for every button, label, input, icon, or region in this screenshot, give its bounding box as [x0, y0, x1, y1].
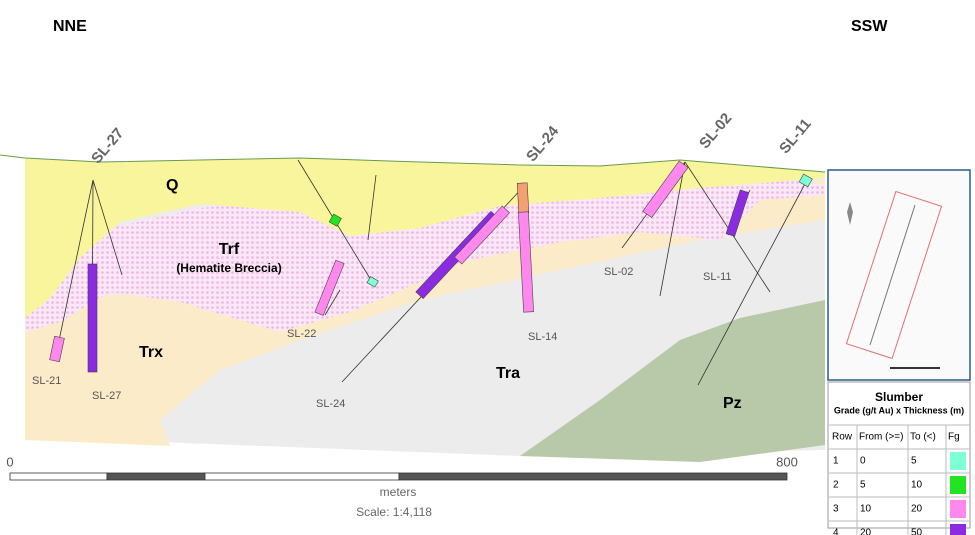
intercept	[49, 335, 65, 363]
scale-segment	[106, 472, 206, 481]
intercept	[314, 259, 345, 316]
table-cell: 4	[833, 528, 839, 535]
drill-trace	[367, 174, 377, 241]
unit-label: Tra	[496, 365, 520, 382]
color-swatch	[950, 524, 966, 535]
hole-label: SL-21	[32, 375, 61, 387]
scale-ratio: Scale: 1:4,118	[356, 505, 432, 519]
intercept	[516, 182, 530, 214]
table-cell: 50	[911, 528, 923, 535]
scale-segment	[204, 472, 400, 481]
collar-label: SL-02	[696, 110, 735, 152]
scale-label: 800	[776, 454, 798, 469]
drill-trace	[92, 179, 123, 276]
unit-label: Q	[166, 177, 178, 194]
intercept	[642, 160, 689, 219]
unit-label: (Hematite Breccia)	[176, 261, 281, 275]
color-swatch	[950, 476, 966, 494]
table-cell: 5	[860, 480, 866, 491]
table-cell: 10	[911, 480, 923, 491]
trx-unit	[25, 180, 825, 446]
hole-label: SL-14	[528, 331, 557, 343]
legend-subtitle: Grade (g/t Au) x Thickness (m)	[834, 405, 964, 415]
intercept	[798, 173, 813, 188]
table-cell: 0	[860, 456, 866, 467]
map-outline	[845, 190, 943, 360]
legend-title: Slumber	[875, 390, 923, 404]
scale-label: 0	[6, 454, 13, 469]
trf-unit	[25, 168, 825, 332]
table-cell: 2	[833, 480, 839, 491]
scale-segment	[9, 472, 108, 481]
intercept	[518, 211, 534, 313]
geology	[0, 154, 826, 462]
intercept	[87, 263, 98, 373]
intercept	[366, 276, 379, 288]
drill-trace	[697, 179, 808, 386]
drill-trace	[684, 161, 771, 293]
inset-map	[827, 169, 971, 381]
unit-label: Pz	[723, 395, 742, 412]
table-cell: 5	[911, 456, 917, 467]
drill-trace	[659, 161, 686, 297]
scale-bar	[9, 472, 788, 481]
table-cell: 3	[833, 504, 839, 515]
q-unit	[25, 158, 825, 318]
collar-label: SL-24	[523, 122, 563, 165]
pz-unit	[520, 300, 825, 462]
map-frame	[827, 169, 971, 381]
intercept	[454, 205, 510, 265]
table-cell: 10	[860, 504, 872, 515]
color-swatch	[950, 500, 966, 518]
unit-label: Trf	[219, 241, 240, 258]
table-cell: 20	[911, 504, 923, 515]
hole-label: SL-27	[92, 390, 121, 402]
table-cell: 20	[860, 528, 872, 535]
scale-unit: meters	[380, 485, 417, 499]
direction-label: SSW	[851, 18, 888, 35]
table-header: To (<)	[910, 432, 936, 443]
legend: Slumber Grade (g/t Au) x Thickness (m)	[827, 381, 971, 529]
intercept	[725, 189, 750, 237]
topography	[0, 154, 826, 173]
scale-segment	[398, 472, 788, 481]
intercept	[328, 213, 342, 227]
hole-label: SL-02	[604, 266, 633, 278]
direction-label: NNE	[53, 18, 87, 35]
drill-trace	[324, 289, 341, 316]
section-line	[869, 204, 916, 346]
table-header: From (>=)	[859, 432, 903, 443]
color-swatch	[950, 452, 966, 470]
hole-label: SL-24	[316, 398, 345, 410]
table-cell: 1	[833, 456, 839, 467]
table-header: Fg	[948, 432, 960, 443]
table-header: Row	[832, 432, 853, 443]
hole-label: SL-22	[287, 328, 316, 340]
drill-trace	[56, 179, 94, 351]
intercepts	[49, 160, 813, 373]
collar-label: SL-27	[88, 125, 127, 167]
hole-label: SL-11	[703, 271, 732, 283]
north-arrow	[847, 202, 853, 225]
unit-label: Trx	[139, 344, 163, 361]
collar-label: SL-11	[776, 116, 815, 158]
